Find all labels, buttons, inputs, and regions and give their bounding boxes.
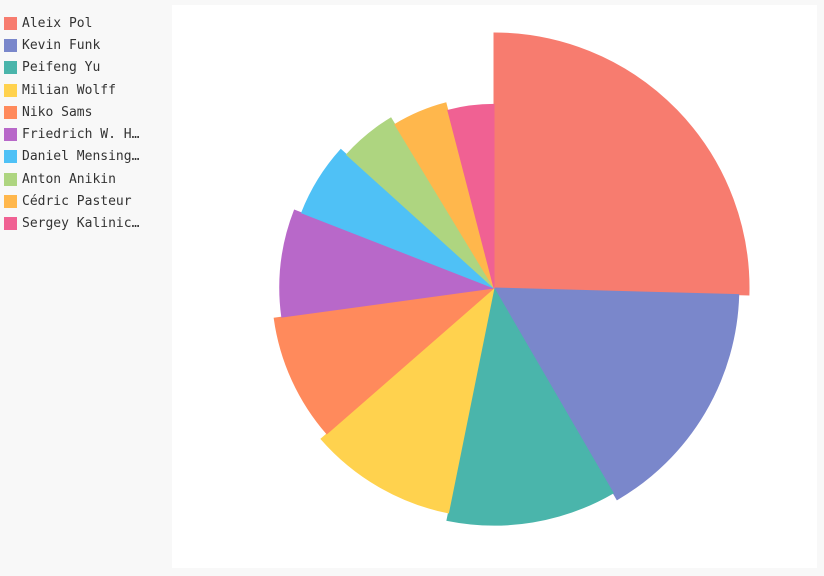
legend-item[interactable]: Anton Anikin bbox=[4, 168, 164, 190]
legend-swatch bbox=[4, 195, 17, 209]
legend-swatch bbox=[4, 83, 17, 97]
legend-label: Friedrich W. H… bbox=[22, 127, 140, 143]
legend-item[interactable]: Peifeng Yu bbox=[4, 57, 164, 79]
legend-item[interactable]: Aleix Pol bbox=[4, 12, 164, 34]
legend-swatch bbox=[4, 16, 17, 30]
plot-area bbox=[172, 5, 817, 568]
legend-label: Kevin Funk bbox=[22, 37, 101, 53]
legend-label: Milian Wolff bbox=[22, 82, 116, 98]
pie-slice[interactable] bbox=[493, 287, 740, 501]
legend-swatch bbox=[4, 38, 17, 52]
chart-legend: Aleix Pol Kevin Funk Peifeng Yu Milian Wolf… bbox=[4, 12, 164, 235]
legend-swatch bbox=[4, 128, 17, 142]
legend-item[interactable]: Cédric Pasteur bbox=[4, 190, 164, 212]
pie-slice[interactable] bbox=[273, 287, 496, 435]
pie-slice[interactable] bbox=[345, 117, 495, 289]
legend-label: Anton Anikin bbox=[22, 171, 116, 187]
legend-item[interactable]: Friedrich W. H… bbox=[4, 123, 164, 145]
pie-slice[interactable] bbox=[446, 286, 614, 526]
legend-label: Daniel Mensing… bbox=[22, 149, 140, 165]
legend-item[interactable]: Kevin Funk bbox=[4, 34, 164, 56]
pie-slice[interactable] bbox=[279, 209, 496, 318]
legend-item[interactable]: Sergey Kalinic… bbox=[4, 213, 164, 235]
legend-swatch bbox=[4, 172, 17, 186]
pie-slice[interactable] bbox=[300, 148, 495, 289]
legend-label: Peifeng Yu bbox=[22, 60, 101, 76]
legend-swatch bbox=[4, 61, 17, 75]
legend-item[interactable]: Milian Wolff bbox=[4, 79, 164, 101]
legend-item[interactable]: Niko Sams bbox=[4, 101, 164, 123]
legend-item[interactable]: Daniel Mensing… bbox=[4, 146, 164, 168]
pie-slice[interactable] bbox=[320, 286, 495, 514]
pie-chart bbox=[273, 32, 750, 526]
legend-label: Cédric Pasteur bbox=[22, 194, 132, 210]
legend-label: Niko Sams bbox=[22, 104, 93, 120]
pie-slice[interactable] bbox=[394, 102, 495, 289]
legend-label: Sergey Kalinic… bbox=[22, 216, 140, 232]
legend-label: Aleix Pol bbox=[22, 15, 93, 31]
pie-slice[interactable] bbox=[493, 32, 750, 296]
pie-slice[interactable] bbox=[447, 103, 495, 289]
legend-swatch bbox=[4, 105, 17, 119]
legend-swatch bbox=[4, 150, 17, 164]
legend-swatch bbox=[4, 217, 17, 231]
